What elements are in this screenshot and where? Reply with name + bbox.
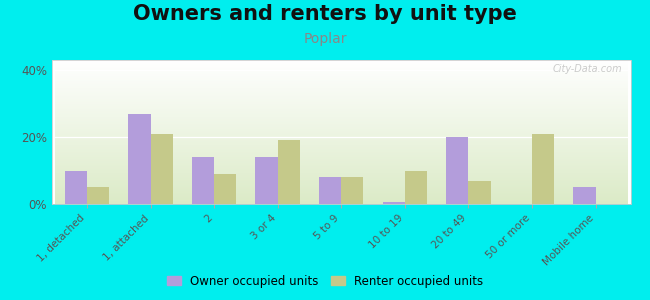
Bar [65,170,87,204]
Bar [532,134,554,204]
Bar [469,181,491,204]
Bar [278,140,300,204]
Text: City-Data.com: City-Data.com [552,64,622,74]
Bar [446,137,469,204]
Text: Owners and renters by unit type: Owners and renters by unit type [133,4,517,25]
Bar [192,157,214,204]
Bar [405,170,427,204]
Bar [128,114,151,204]
Bar [255,157,278,204]
Bar [319,177,341,204]
Bar [87,187,109,204]
Bar [341,177,363,204]
Legend: Owner occupied units, Renter occupied units: Owner occupied units, Renter occupied un… [163,271,487,291]
Bar [214,174,237,204]
Bar [383,202,405,204]
Text: Poplar: Poplar [304,32,346,46]
Bar [573,187,595,204]
Bar [151,134,173,204]
